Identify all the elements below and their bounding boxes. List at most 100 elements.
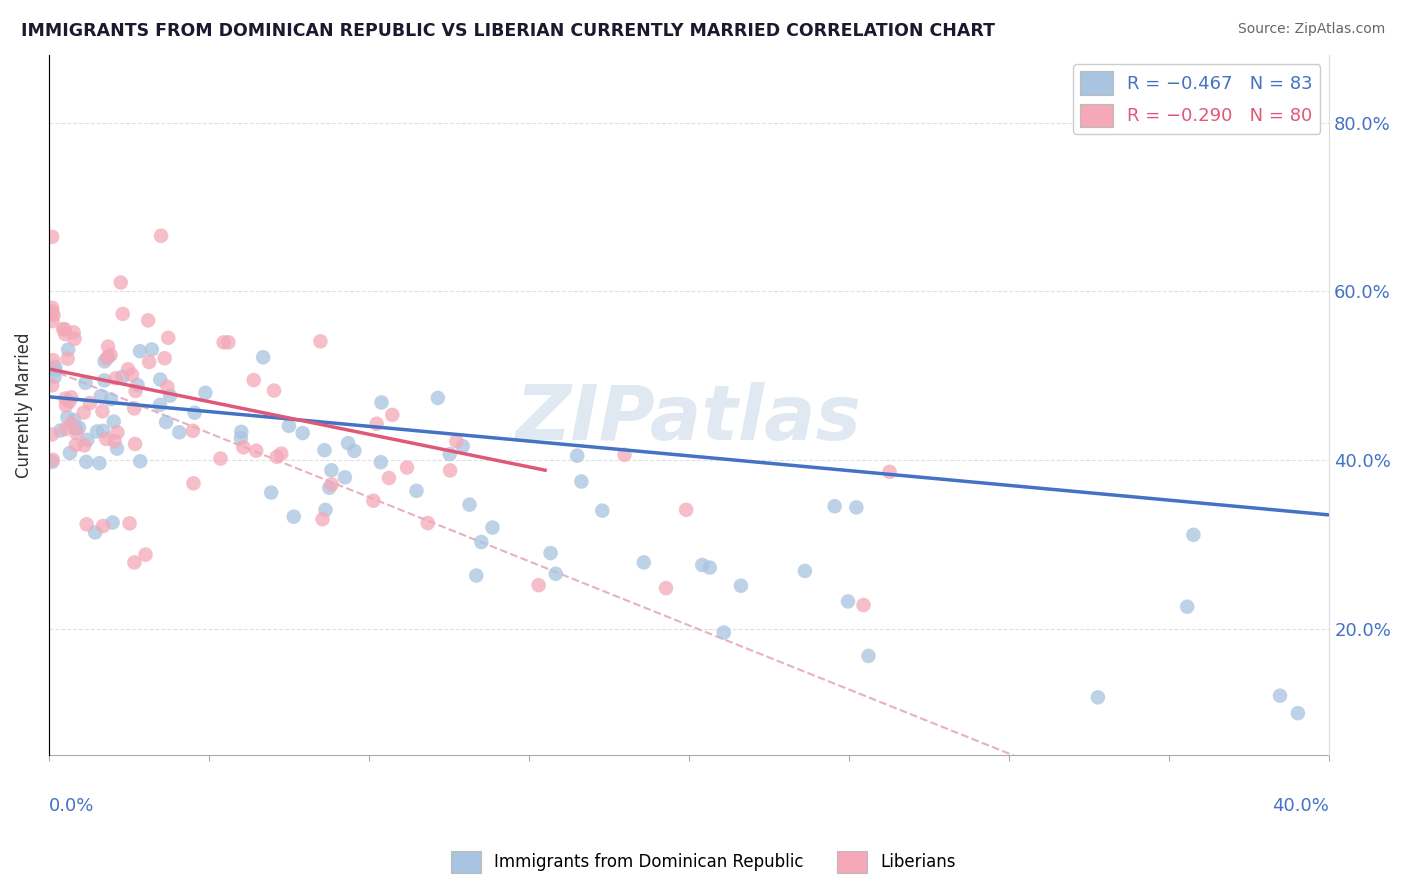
Point xyxy=(52,322,75,336)
Point xyxy=(42,308,65,322)
Point xyxy=(58,394,80,409)
Point xyxy=(470,535,492,549)
Point xyxy=(41,378,63,392)
Point xyxy=(793,564,815,578)
Point xyxy=(633,556,655,570)
Point xyxy=(465,568,488,582)
Point xyxy=(56,410,79,425)
Point xyxy=(91,424,114,438)
Point xyxy=(41,314,63,328)
Point xyxy=(155,415,177,429)
Point xyxy=(76,433,98,447)
Point xyxy=(458,498,481,512)
Point xyxy=(149,398,172,412)
Text: 0.0%: 0.0% xyxy=(49,797,94,815)
Point xyxy=(263,384,285,398)
Point xyxy=(44,363,66,377)
Point xyxy=(270,447,292,461)
Point xyxy=(150,228,173,243)
Point xyxy=(111,369,134,384)
Point xyxy=(84,525,107,540)
Point xyxy=(395,460,418,475)
Point xyxy=(127,378,149,392)
Point xyxy=(169,425,191,440)
Point xyxy=(311,512,333,526)
Point xyxy=(97,350,120,364)
Point xyxy=(91,519,114,533)
Point xyxy=(121,368,143,382)
Point xyxy=(149,372,172,386)
Point xyxy=(41,304,63,318)
Point xyxy=(157,331,180,345)
Point xyxy=(852,598,875,612)
Point xyxy=(100,392,122,407)
Point xyxy=(107,425,129,440)
Point xyxy=(343,443,366,458)
Point xyxy=(699,560,721,574)
Point xyxy=(229,431,252,445)
Point xyxy=(129,454,152,468)
Point xyxy=(837,594,859,608)
Point xyxy=(544,566,567,581)
Point xyxy=(103,415,125,429)
Point xyxy=(86,425,108,439)
Point xyxy=(378,471,401,485)
Point xyxy=(53,327,76,342)
Point xyxy=(63,413,86,427)
Point xyxy=(181,424,204,438)
Point xyxy=(824,500,846,514)
Point xyxy=(209,451,232,466)
Point xyxy=(44,370,66,384)
Point xyxy=(117,362,139,376)
Point xyxy=(75,376,97,390)
Point xyxy=(260,485,283,500)
Point xyxy=(56,343,79,357)
Point xyxy=(231,425,253,439)
Point xyxy=(76,517,98,532)
Point xyxy=(104,371,127,385)
Point xyxy=(277,418,299,433)
Point xyxy=(97,339,120,353)
Point xyxy=(242,373,264,387)
Point xyxy=(245,443,267,458)
Text: IMMIGRANTS FROM DOMINICAN REPUBLIC VS LIBERIAN CURRENTLY MARRIED CORRELATION CHA: IMMIGRANTS FROM DOMINICAN REPUBLIC VS LI… xyxy=(21,22,995,40)
Point xyxy=(451,439,474,453)
Point xyxy=(333,470,356,484)
Point xyxy=(370,455,392,469)
Point xyxy=(124,384,146,398)
Point xyxy=(96,432,118,446)
Point xyxy=(129,344,152,359)
Point xyxy=(63,332,86,346)
Point xyxy=(124,437,146,451)
Point xyxy=(90,389,112,403)
Point xyxy=(713,625,735,640)
Point xyxy=(314,443,336,458)
Y-axis label: Currently Married: Currently Married xyxy=(15,333,32,478)
Point xyxy=(134,548,156,562)
Point xyxy=(60,417,83,431)
Point xyxy=(118,516,141,531)
Point xyxy=(56,351,79,366)
Point xyxy=(232,440,254,454)
Point xyxy=(439,463,461,477)
Point xyxy=(60,390,83,404)
Point xyxy=(122,401,145,416)
Text: ZIPatlas: ZIPatlas xyxy=(516,383,862,456)
Point xyxy=(65,421,87,435)
Point xyxy=(79,396,101,410)
Point xyxy=(73,406,96,420)
Point xyxy=(446,434,468,449)
Point xyxy=(93,354,115,368)
Point xyxy=(124,556,146,570)
Point xyxy=(42,452,65,467)
Point xyxy=(252,351,274,365)
Point xyxy=(105,442,128,456)
Point xyxy=(879,465,901,479)
Point xyxy=(540,546,562,560)
Point xyxy=(1268,689,1291,703)
Point xyxy=(104,434,127,449)
Point xyxy=(100,348,122,362)
Point xyxy=(321,463,343,477)
Point xyxy=(363,493,385,508)
Point xyxy=(283,509,305,524)
